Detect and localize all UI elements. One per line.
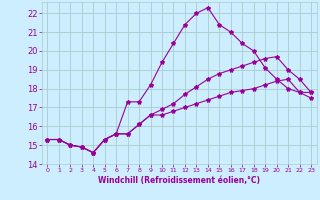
X-axis label: Windchill (Refroidissement éolien,°C): Windchill (Refroidissement éolien,°C) bbox=[98, 176, 260, 185]
